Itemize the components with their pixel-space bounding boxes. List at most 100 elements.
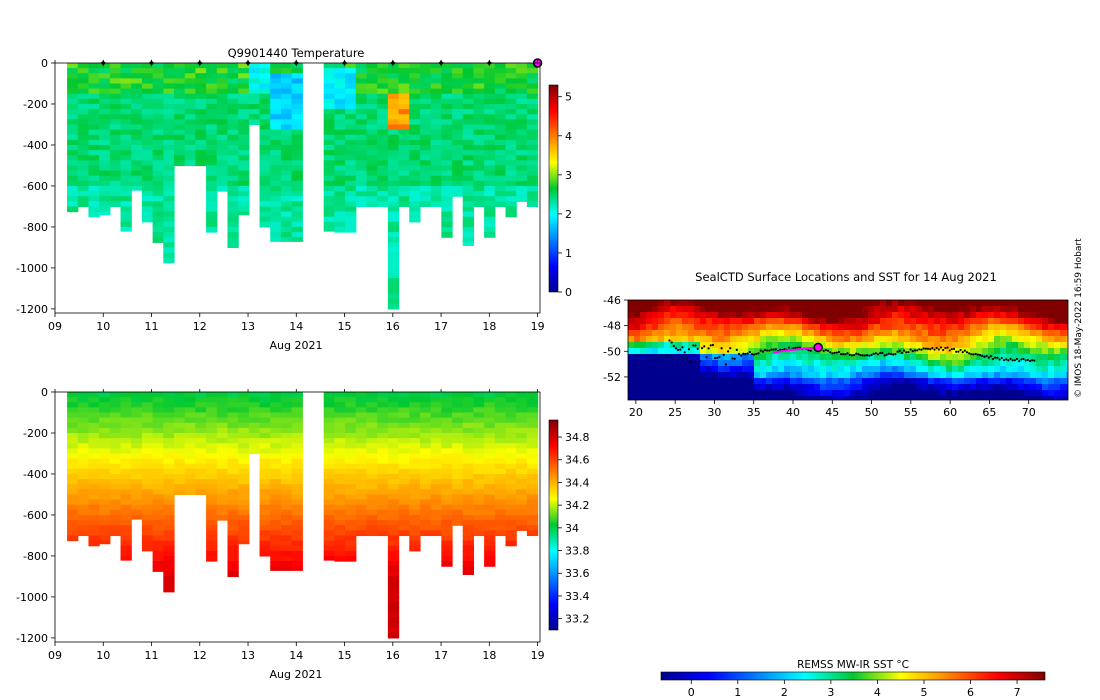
profile-cell bbox=[387, 489, 400, 496]
profile-cell bbox=[270, 129, 282, 136]
sst-cell bbox=[1036, 360, 1043, 367]
profile-cell bbox=[131, 165, 143, 172]
sst-cell bbox=[922, 372, 929, 379]
profile-cell bbox=[409, 119, 421, 126]
profile-cell bbox=[195, 427, 207, 434]
sst-cell bbox=[976, 324, 983, 331]
profile-cell bbox=[259, 73, 271, 79]
profile-cell bbox=[473, 397, 485, 403]
profile-cell bbox=[280, 448, 293, 455]
profile-cell bbox=[195, 78, 207, 85]
profile-cell bbox=[484, 191, 496, 197]
sst-cell bbox=[946, 390, 953, 397]
profile-cell bbox=[67, 185, 79, 192]
profile-cell bbox=[259, 463, 271, 470]
profile-cell bbox=[99, 196, 111, 202]
sst-cell bbox=[1036, 318, 1043, 325]
track-dot bbox=[857, 353, 860, 356]
sst-cell bbox=[700, 384, 707, 391]
sst-cell bbox=[700, 306, 707, 313]
profile-cell bbox=[270, 155, 282, 161]
sst-cell bbox=[826, 342, 833, 349]
sst-cell bbox=[862, 306, 869, 313]
profile-cell bbox=[345, 175, 357, 182]
sst-cell bbox=[688, 384, 695, 391]
sst-cell bbox=[688, 348, 695, 355]
profile-cell bbox=[345, 109, 357, 115]
profile-cell bbox=[419, 479, 432, 485]
sst-cell bbox=[808, 396, 815, 400]
sst-cell bbox=[994, 372, 1001, 379]
profile-cell bbox=[291, 453, 303, 460]
profile-cell bbox=[323, 144, 336, 151]
profile-cell bbox=[99, 530, 111, 537]
profile-cell bbox=[238, 468, 250, 475]
profile-cell bbox=[494, 119, 507, 126]
profile-cell bbox=[152, 427, 164, 434]
profile-cell bbox=[131, 463, 143, 470]
profile-cell bbox=[227, 180, 239, 187]
profile-cell bbox=[516, 196, 528, 202]
profile-cell bbox=[248, 443, 261, 449]
sst-cell bbox=[904, 324, 911, 331]
profile-cell bbox=[484, 68, 496, 74]
profile-cell bbox=[206, 165, 218, 172]
profile-cell bbox=[516, 185, 528, 192]
y-tick-label: -600 bbox=[23, 509, 48, 522]
profile-cell bbox=[473, 196, 485, 202]
sst-cell bbox=[862, 354, 869, 361]
sst-cell bbox=[688, 330, 695, 337]
profile-cell bbox=[280, 402, 293, 408]
profile-cell bbox=[387, 632, 400, 639]
profile-cell bbox=[99, 489, 111, 496]
profile-cell bbox=[238, 448, 250, 455]
profile-cell bbox=[441, 170, 453, 177]
sst-cell bbox=[964, 384, 971, 391]
sst-cell bbox=[742, 372, 749, 379]
profile-cell bbox=[280, 453, 293, 460]
profile-cell bbox=[291, 211, 303, 218]
track-dot bbox=[824, 348, 827, 352]
sst-cell bbox=[934, 318, 941, 325]
sst-cell bbox=[646, 342, 653, 349]
profile-cell bbox=[152, 216, 164, 223]
sst-cell bbox=[982, 318, 989, 325]
profile-cell bbox=[291, 119, 303, 126]
profile-cell bbox=[345, 438, 357, 444]
sst-cell bbox=[742, 396, 749, 400]
track-dot bbox=[926, 347, 930, 350]
sst-cell bbox=[718, 366, 725, 373]
colorbar-tick-label: 34.4 bbox=[565, 476, 590, 489]
track-dot bbox=[1002, 359, 1006, 362]
profile-cell bbox=[184, 427, 196, 434]
sst-cell bbox=[730, 360, 737, 367]
sst-cell bbox=[790, 354, 797, 361]
temperature-surface-markers: ✦ ✦ ✦ ✦ ✦ ✦ ✦ ✦ ✦ bbox=[99, 57, 543, 70]
profile-cell bbox=[377, 448, 389, 455]
profile-cell bbox=[88, 129, 100, 136]
sst-cell bbox=[682, 378, 689, 385]
profile-cell bbox=[184, 463, 196, 470]
sst-cell bbox=[820, 354, 827, 361]
sst-cell bbox=[916, 312, 923, 319]
profile-cell bbox=[270, 109, 282, 115]
profile-cell bbox=[67, 535, 79, 542]
track-dot bbox=[727, 350, 730, 353]
profile-cell bbox=[484, 155, 496, 161]
profile-cell bbox=[291, 206, 303, 213]
profile-cell bbox=[387, 298, 400, 305]
profile-cell bbox=[216, 114, 229, 120]
profile-cell bbox=[462, 509, 475, 516]
profile-cell bbox=[409, 468, 421, 475]
profile-cell bbox=[227, 417, 239, 424]
profile-cell bbox=[120, 83, 132, 90]
profile-cell bbox=[227, 242, 239, 249]
profile-cell bbox=[291, 155, 303, 161]
map-x-tick-label: 40 bbox=[786, 406, 800, 419]
sst-cell bbox=[772, 336, 779, 343]
profile-cell bbox=[355, 129, 368, 136]
profile-cell bbox=[109, 63, 122, 69]
sst-cell bbox=[832, 378, 839, 385]
profile-cell bbox=[387, 448, 400, 455]
profile-cell bbox=[334, 520, 346, 526]
